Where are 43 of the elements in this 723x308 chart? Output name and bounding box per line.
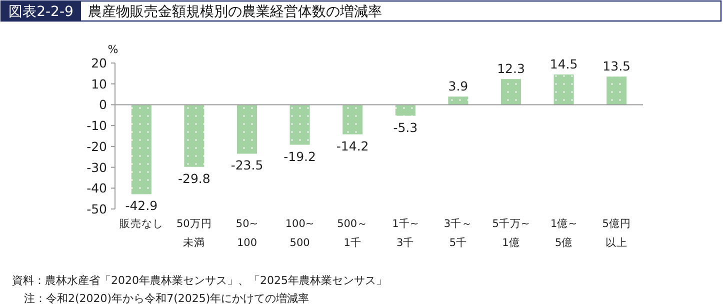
data-label: -23.5	[230, 158, 264, 173]
x-tick-label: 50万円未満	[176, 218, 212, 249]
data-label: -42.9	[125, 198, 158, 214]
data-label: -5.3	[393, 120, 418, 135]
y-tick-label: 0	[99, 97, 108, 112]
bar	[290, 104, 310, 145]
text: 注：令和2(2020)年から令和7(2025)年にかけての増減率	[24, 292, 310, 305]
data-label: 3.9	[448, 78, 468, 94]
y-axis-title: %	[108, 43, 118, 56]
bar	[448, 96, 468, 105]
data-label: -19.2	[284, 148, 316, 164]
data-label: 14.5	[550, 56, 578, 72]
text: 図表2-2-9	[8, 4, 74, 20]
bar	[237, 104, 257, 154]
y-tick-label: -10	[86, 118, 108, 134]
chart-title: 農産物販売金額規模別の農業経営体数の増減率	[88, 3, 382, 20]
data-label: -14.2	[336, 138, 369, 154]
x-tick-label: 販売なし	[119, 217, 164, 230]
x-tick-label: 100~500	[285, 218, 314, 249]
bar	[606, 76, 627, 105]
y-tick-label: -20	[86, 138, 108, 154]
bar	[131, 104, 152, 194]
x-tick-label: 50~100	[236, 218, 258, 249]
bar	[554, 74, 574, 105]
y-tick-label: -40	[86, 180, 108, 196]
x-tick-label: 5千万~1億	[492, 217, 530, 249]
text: 資料：農林水産省「2020年農林業センサス」、「2025年農林業センサス」	[12, 274, 387, 287]
x-tick-label: 1億~5億	[550, 217, 578, 249]
y-tick-label: 10	[91, 76, 108, 92]
y-tick-label: 20	[91, 56, 108, 70]
data-label: 13.5	[602, 58, 631, 74]
bar	[395, 104, 416, 116]
data-label: -29.8	[178, 170, 210, 186]
bar	[342, 104, 363, 134]
x-tick-label: 3千～5千	[444, 217, 473, 249]
bar	[501, 79, 521, 105]
x-tick-label: 500～1千	[337, 218, 368, 249]
y-tick-label: -50	[86, 202, 108, 216]
x-tick-label: 1千~3千	[392, 217, 419, 249]
bar	[184, 104, 204, 167]
y-tick-label: -30	[86, 160, 108, 175]
data-label: 12.3	[497, 61, 525, 76]
x-tick-label: 5億円以上	[602, 217, 631, 249]
